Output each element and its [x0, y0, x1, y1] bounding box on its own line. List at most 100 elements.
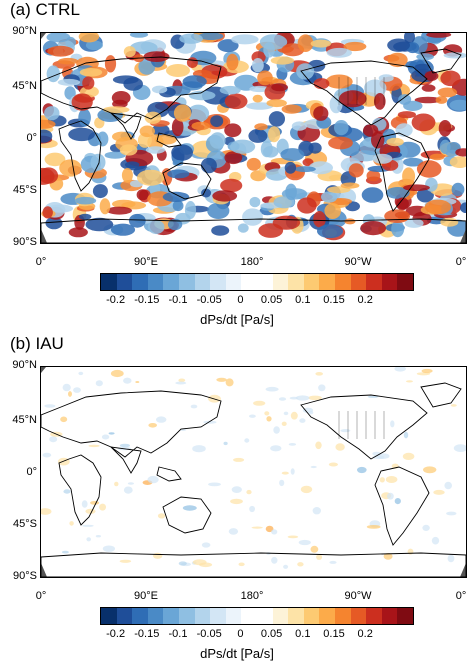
colorbar-label: dPs/dt [Pa/s] — [200, 312, 274, 327]
field-blob — [328, 136, 353, 150]
colorbar-swatch — [381, 608, 398, 624]
coastline — [58, 120, 102, 192]
field-blob — [151, 124, 170, 137]
field-blob — [455, 148, 466, 157]
field-blob — [443, 52, 466, 59]
lat-label: 0° — [26, 466, 37, 478]
field-blob — [119, 559, 132, 563]
coastline — [156, 132, 182, 148]
field-blob — [46, 33, 71, 43]
field-blob — [363, 79, 387, 97]
coastline — [162, 162, 212, 200]
field-blob — [290, 411, 298, 420]
field-blob — [127, 482, 134, 485]
field-blob — [86, 537, 91, 542]
field-blob — [143, 51, 170, 62]
field-blob — [376, 453, 390, 459]
field-blob — [41, 167, 59, 184]
colorbar-swatch — [256, 608, 273, 624]
field-blob — [172, 200, 184, 212]
coastline — [58, 454, 102, 526]
field-blob — [302, 407, 314, 413]
colorbar-tick-label: -0.15 — [134, 294, 160, 306]
coastline — [300, 60, 428, 126]
colorbar-swatch — [350, 274, 367, 290]
colorbar-swatch — [256, 274, 273, 290]
field-blob — [371, 131, 385, 149]
field-blob — [123, 46, 136, 58]
field-blob — [220, 178, 243, 193]
lon-label: 180° — [240, 590, 264, 602]
field-blob — [74, 196, 97, 205]
coastline — [374, 132, 430, 212]
field-blob — [73, 387, 81, 393]
field-blob — [224, 93, 248, 110]
field-blob — [192, 445, 206, 453]
field-blob — [58, 57, 79, 65]
field-blob — [386, 137, 404, 147]
field-blob — [78, 371, 84, 376]
colorbar-swatch — [178, 608, 195, 624]
field-blob — [318, 384, 326, 392]
field-blob — [45, 216, 63, 230]
colorbar-tick-label: -0.05 — [196, 294, 222, 306]
field-blob — [230, 139, 256, 154]
field-blob — [95, 535, 101, 538]
field-blob — [252, 94, 263, 103]
field-blob — [394, 367, 406, 372]
field-blob — [297, 34, 314, 52]
field-blob — [102, 106, 130, 114]
field-blob — [449, 156, 466, 168]
colorbar-tick-label: 0.15 — [323, 294, 345, 306]
field-blob — [254, 123, 268, 131]
field-blob — [270, 445, 282, 452]
field-blob — [426, 33, 452, 38]
field-blob — [387, 492, 394, 500]
field-blob — [268, 111, 285, 127]
panel-iau: (b) IAU 90°N 45°N 0° 45°S 90°S 0° 90°E 1… — [0, 334, 474, 668]
field-blob — [234, 74, 259, 91]
field-blob — [242, 208, 263, 226]
field-blob — [366, 525, 381, 529]
colorbar-swatch — [163, 608, 179, 624]
colorbar-swatch — [116, 608, 133, 624]
field-blob — [147, 220, 165, 235]
panel-title: (a) CTRL — [10, 0, 80, 19]
field-blob — [210, 115, 224, 127]
field-blob — [101, 434, 110, 440]
field-blob — [296, 63, 315, 80]
field-blob — [108, 432, 115, 435]
field-blob — [41, 119, 56, 129]
field-blob — [416, 160, 442, 178]
field-blob — [128, 213, 146, 228]
field-blob — [78, 108, 91, 127]
coastline — [420, 48, 462, 74]
lon-label: 0° — [35, 256, 47, 268]
field-blob — [228, 528, 239, 535]
field-blob — [44, 106, 60, 121]
field-blob — [173, 104, 192, 122]
field-blob — [62, 383, 71, 392]
colorbar-swatch — [350, 608, 367, 624]
colorbar-swatch — [288, 274, 304, 290]
field-blob — [271, 83, 288, 92]
field-blob — [99, 503, 106, 511]
coastline — [109, 112, 142, 140]
field-blob — [391, 220, 405, 238]
field-blob — [280, 148, 305, 162]
lat-label: 45°N — [12, 80, 37, 92]
field-blob — [123, 377, 132, 384]
field-blob — [378, 74, 394, 82]
map-iau — [40, 366, 467, 578]
field-blob — [429, 153, 445, 161]
field-blob — [431, 536, 440, 545]
field-blob — [402, 452, 415, 460]
field-blob — [190, 404, 198, 409]
colorbar-swatch — [272, 608, 289, 624]
field-blob — [49, 436, 58, 443]
field-blob — [344, 218, 356, 225]
lat-label: 90°N — [12, 25, 37, 37]
lat-label: 45°N — [12, 414, 37, 426]
field-blob — [90, 501, 100, 505]
colorbar-swatch — [132, 274, 148, 290]
